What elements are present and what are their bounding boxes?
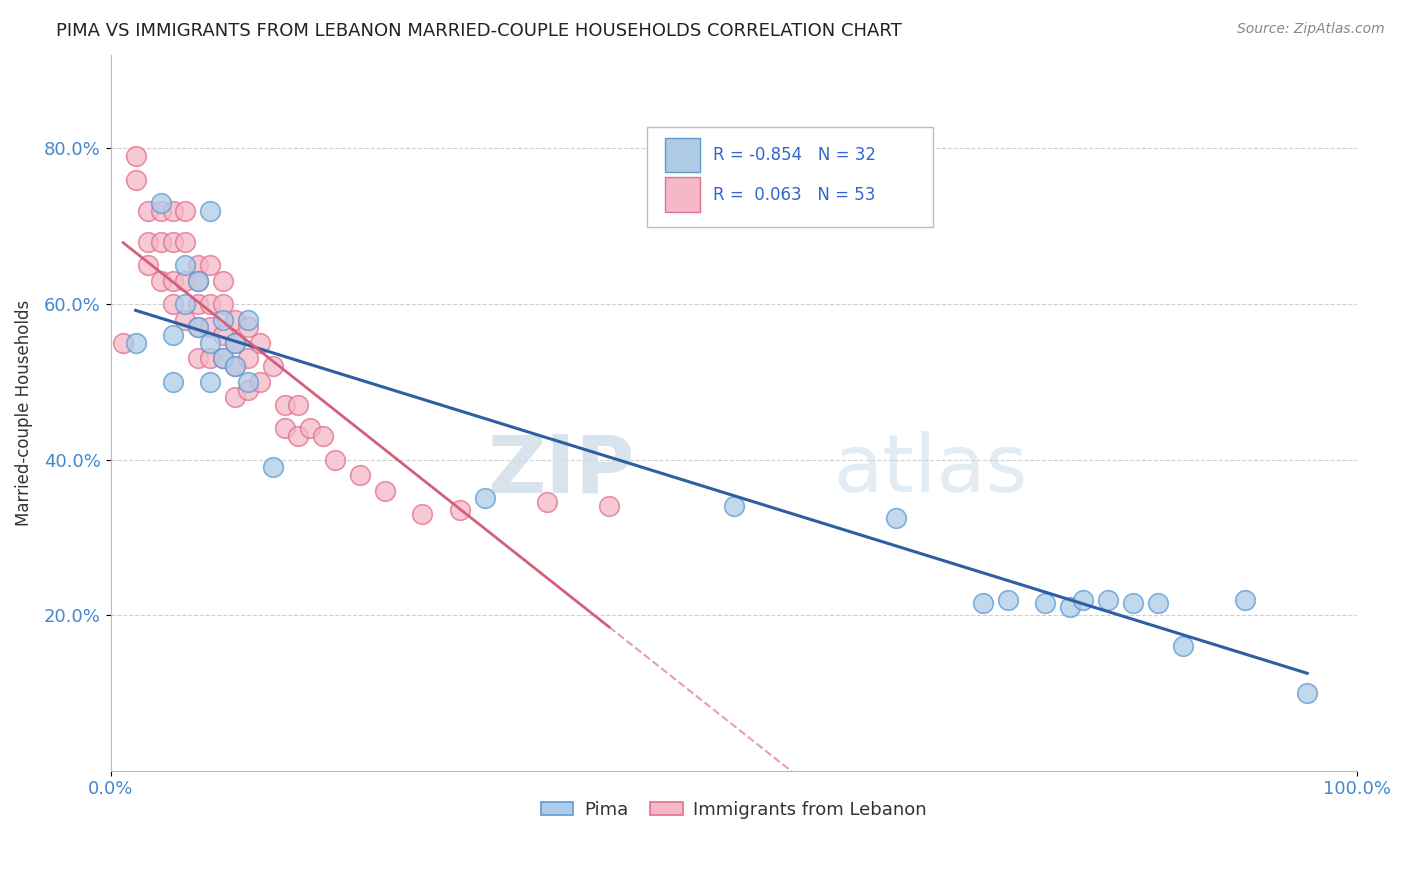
Text: PIMA VS IMMIGRANTS FROM LEBANON MARRIED-COUPLE HOUSEHOLDS CORRELATION CHART: PIMA VS IMMIGRANTS FROM LEBANON MARRIED-… [56, 22, 903, 40]
Point [162, 297, 184, 311]
Point [236, 375, 259, 389]
Text: R =  0.063   N = 53: R = 0.063 N = 53 [713, 186, 875, 203]
Text: ZIP: ZIP [486, 431, 634, 509]
Point [224, 312, 246, 326]
Point [1122, 597, 1144, 611]
Point [249, 335, 271, 350]
Point [212, 351, 235, 366]
Point [374, 483, 396, 498]
Point [236, 312, 259, 326]
Point [187, 351, 209, 366]
Point [1097, 592, 1119, 607]
Point [162, 235, 184, 249]
Point [249, 375, 271, 389]
Point [236, 320, 259, 334]
Point [136, 235, 159, 249]
Point [112, 335, 135, 350]
Point [136, 258, 159, 272]
Point [200, 335, 222, 350]
Text: Source: ZipAtlas.com: Source: ZipAtlas.com [1237, 22, 1385, 37]
Point [224, 335, 246, 350]
Point [162, 375, 184, 389]
Point [149, 195, 172, 210]
Point [884, 511, 907, 525]
Point [187, 297, 209, 311]
Point [997, 592, 1019, 607]
Point [349, 468, 371, 483]
Point [262, 359, 284, 374]
Point [187, 258, 209, 272]
Point [287, 398, 309, 412]
Y-axis label: Married-couple Households: Married-couple Households [15, 300, 32, 526]
Point [323, 452, 346, 467]
Point [449, 503, 471, 517]
Point [311, 429, 333, 443]
Point [598, 500, 620, 514]
Point [1059, 600, 1081, 615]
Point [200, 375, 222, 389]
Point [149, 235, 172, 249]
Point [200, 351, 222, 366]
Text: atlas: atlas [834, 431, 1028, 509]
Point [262, 460, 284, 475]
Point [212, 328, 235, 343]
Point [187, 320, 209, 334]
Point [224, 359, 246, 374]
Point [162, 274, 184, 288]
Point [1071, 592, 1094, 607]
Point [124, 149, 146, 163]
Point [411, 507, 433, 521]
Point [174, 203, 197, 218]
Point [1233, 592, 1256, 607]
Point [287, 429, 309, 443]
Point [136, 203, 159, 218]
Point [187, 274, 209, 288]
Point [212, 297, 235, 311]
Point [236, 351, 259, 366]
Point [212, 312, 235, 326]
Point [200, 297, 222, 311]
Point [236, 383, 259, 397]
Point [1171, 639, 1194, 653]
Point [299, 421, 322, 435]
Point [224, 335, 246, 350]
Point [200, 258, 222, 272]
Point [124, 335, 146, 350]
Legend: Pima, Immigrants from Lebanon: Pima, Immigrants from Lebanon [533, 794, 934, 826]
FancyBboxPatch shape [647, 127, 934, 227]
Point [972, 597, 994, 611]
Point [174, 312, 197, 326]
Point [162, 203, 184, 218]
Point [1296, 686, 1319, 700]
Point [149, 274, 172, 288]
Point [224, 390, 246, 404]
Point [474, 491, 496, 506]
Point [162, 328, 184, 343]
FancyBboxPatch shape [665, 138, 700, 172]
Point [212, 274, 235, 288]
Point [200, 203, 222, 218]
Point [174, 274, 197, 288]
Point [200, 320, 222, 334]
Point [174, 235, 197, 249]
Point [187, 320, 209, 334]
Point [187, 274, 209, 288]
Point [149, 203, 172, 218]
Text: R = -0.854   N = 32: R = -0.854 N = 32 [713, 146, 876, 164]
FancyBboxPatch shape [665, 178, 700, 211]
Point [1146, 597, 1168, 611]
Point [124, 172, 146, 186]
Point [274, 398, 297, 412]
Point [224, 359, 246, 374]
Point [174, 258, 197, 272]
Point [536, 495, 558, 509]
Point [212, 351, 235, 366]
Point [1035, 597, 1057, 611]
Point [274, 421, 297, 435]
Point [174, 297, 197, 311]
Point [723, 500, 745, 514]
